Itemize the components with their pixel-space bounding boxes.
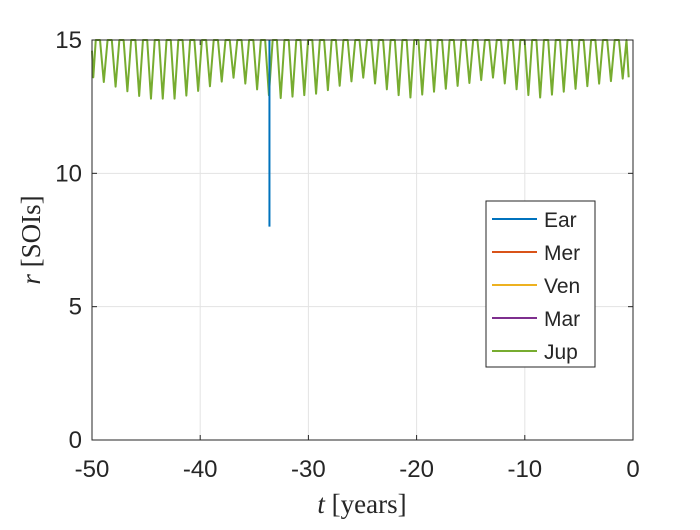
axes-box [91, 39, 634, 441]
y-axis-label: r [SOIs] [16, 195, 46, 284]
legend-item-jup: Jup [492, 341, 578, 364]
legend-label: Ven [544, 275, 580, 298]
legend-item-mar: Mar [492, 308, 580, 331]
x-tick-label: -10 [507, 456, 542, 483]
x-tick-label: -40 [183, 456, 218, 483]
y-tick-label: 10 [55, 160, 82, 187]
grid [92, 40, 633, 440]
legend-label: Ear [544, 209, 577, 232]
x-tick-label: -30 [291, 456, 326, 483]
y-tick-label: 15 [55, 27, 82, 54]
x-axis-label: t [years] [317, 489, 406, 519]
x-tick-label: -20 [399, 456, 434, 483]
legend-label: Mer [544, 242, 580, 265]
y-tick-label: 0 [69, 427, 82, 454]
y-tick-label: 5 [69, 294, 82, 321]
legend: Ear Mer Ven Mar Jup [485, 200, 596, 368]
ticks: -50 -40 -30 -20 -10 0 0 5 10 15 [55, 27, 639, 483]
x-tick-label: 0 [626, 456, 639, 483]
legend-item-mer: Mer [492, 242, 580, 265]
legend-item-ear: Ear [492, 209, 577, 232]
legend-label: Jup [544, 341, 578, 364]
legend-label: Mar [544, 308, 580, 331]
legend-item-ven: Ven [492, 275, 580, 298]
x-tick-label: -50 [75, 456, 110, 483]
